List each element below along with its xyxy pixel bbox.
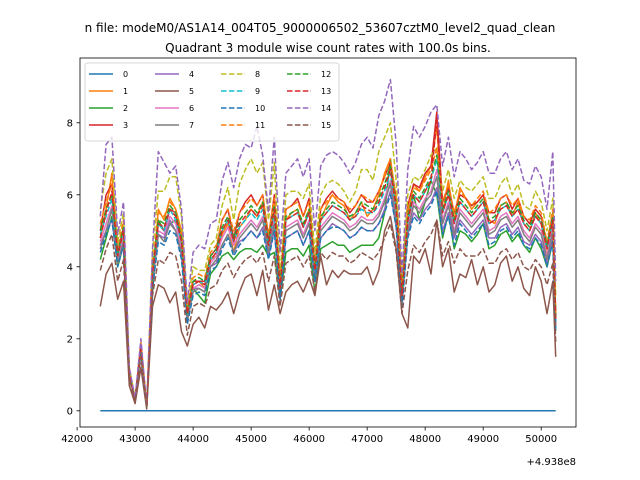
legend-label-9: 9 (255, 87, 260, 96)
legend-label-1: 1 (123, 87, 128, 96)
x-offset-label: +4.938e8 (526, 457, 576, 468)
series-line-13 (99, 118, 557, 408)
series-line-5 (99, 215, 557, 410)
series-line-11 (99, 147, 557, 408)
x-tick-label: 44000 (177, 434, 209, 445)
plot-frame (79, 57, 577, 428)
x-tick-label: 42000 (61, 434, 93, 445)
series-line-14 (99, 78, 557, 408)
legend-label-0: 0 (123, 70, 128, 79)
plot-lines (99, 78, 557, 412)
legend-label-13: 13 (321, 87, 331, 96)
series-line-7 (99, 176, 557, 408)
y-tick-label: 4 (67, 262, 73, 273)
x-tick-label: 50000 (525, 434, 557, 445)
legend-label-12: 12 (321, 70, 331, 79)
x-tick-label: 47000 (351, 434, 383, 445)
legend-label-6: 6 (189, 104, 194, 113)
legend-label-4: 4 (189, 70, 194, 79)
legend-label-14: 14 (321, 104, 331, 113)
legend-label-2: 2 (123, 104, 128, 113)
legend-box (84, 62, 340, 142)
series-line-15 (99, 219, 557, 409)
legend-label-7: 7 (189, 121, 194, 130)
chart-title: Quadrant 3 module wise count rates with … (165, 41, 491, 55)
series-line-10 (99, 190, 557, 408)
legend-label-15: 15 (321, 121, 331, 130)
y-tick-label: 0 (67, 406, 73, 417)
x-tick-label: 46000 (293, 434, 325, 445)
y-tick-label: 2 (67, 334, 73, 345)
series-line-6 (99, 168, 557, 408)
legend-label-8: 8 (255, 70, 260, 79)
legend-label-3: 3 (123, 121, 128, 130)
x-tick-label: 43000 (119, 434, 151, 445)
y-tick-label: 6 (67, 190, 73, 201)
y-tick-label: 8 (67, 118, 73, 129)
axes: 42000 43000 44000 45000 46000 47000 48000 49000… (61, 57, 577, 445)
x-tick-label: 48000 (409, 434, 441, 445)
x-tick-label: 49000 (467, 434, 499, 445)
series-line-12 (99, 154, 557, 408)
series-line-8 (99, 122, 557, 408)
legend-label-10: 10 (255, 104, 265, 113)
chart-suptitle: n file: modeM0/AS1A14_004T05_9000006502_… (85, 21, 556, 35)
legend-label-5: 5 (189, 87, 194, 96)
legend-label-11: 11 (255, 121, 265, 130)
series-line-9 (99, 158, 557, 408)
x-tick-label: 45000 (235, 434, 267, 445)
